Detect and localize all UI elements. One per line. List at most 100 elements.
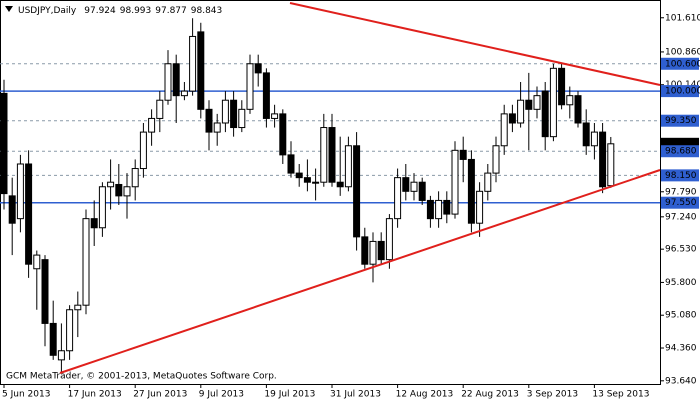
- y-tick-label: 97.240: [665, 212, 697, 222]
- x-tick-label: 3 Sep 2013: [527, 390, 578, 400]
- candle-body: [328, 127, 336, 183]
- candle-body: [566, 95, 574, 106]
- y-tick-label: 100.000: [665, 87, 700, 97]
- candle-body: [377, 240, 385, 261]
- footer: GCM MetaTrader, © 2001-2013, MetaQuotes …: [6, 372, 277, 382]
- x-tick-label: 5 Jun 2013: [2, 390, 50, 400]
- candle-body: [443, 199, 451, 215]
- x-tick-label: 13 Sep 2013: [592, 390, 649, 400]
- candle-body: [599, 131, 607, 188]
- candle-body: [238, 108, 246, 129]
- trendline-lower: [59, 169, 661, 374]
- y-tick-highlight: [661, 145, 699, 158]
- candle-body: [361, 236, 369, 265]
- chart-header: USDJPY,Daily 97.924 98.993 97.877 98.843: [18, 6, 222, 16]
- candle-body: [115, 183, 123, 197]
- y-tick-label: 94.360: [665, 344, 697, 354]
- candle-body: [57, 350, 65, 361]
- y-tick-label: 98.680: [665, 147, 697, 157]
- candle-body: [508, 113, 516, 124]
- candle-body: [205, 108, 213, 133]
- candle-body: [164, 63, 172, 101]
- y-tick-highlight: [661, 196, 699, 209]
- y-tick-label: 101.610: [665, 13, 700, 23]
- x-tick-label: 27 Jun 2013: [133, 390, 187, 400]
- candle-body: [262, 72, 270, 119]
- candle-body: [517, 99, 525, 124]
- candle-body: [385, 218, 393, 261]
- candle-body: [369, 240, 377, 265]
- candle-body: [189, 35, 197, 92]
- candle-body: [246, 63, 254, 110]
- y-tick-label: 93.640: [665, 376, 697, 386]
- candle-body: [180, 90, 188, 97]
- candle-body: [82, 218, 90, 306]
- x-tick-label: 31 Jul 2013: [330, 390, 381, 400]
- candle-body: [336, 181, 344, 188]
- candle-body: [287, 154, 295, 174]
- candle-body: [533, 95, 541, 110]
- x-tick-label: 17 Jun 2013: [68, 390, 122, 400]
- candle-body: [197, 31, 205, 110]
- candle-body: [213, 122, 221, 133]
- x-tick-label: 12 Aug 2013: [396, 390, 454, 400]
- y-tick-label: 99.350: [665, 116, 697, 126]
- candle-body: [459, 149, 467, 160]
- y-tick-label: 97.550: [665, 198, 697, 208]
- candle-body: [221, 99, 229, 124]
- candle-body: [426, 199, 434, 220]
- ohlc-high: 98.993: [120, 6, 152, 16]
- symbol-title: USDJPY,Daily: [18, 6, 77, 16]
- candle-body: [148, 117, 156, 133]
- candle-body: [254, 63, 262, 74]
- candle-body: [484, 172, 492, 192]
- menu-icon: [5, 6, 13, 12]
- y-tick-label: 95.800: [665, 278, 697, 288]
- y-tick-label: 97.790: [665, 187, 697, 197]
- candle-body: [230, 99, 238, 129]
- candle-body: [25, 163, 33, 265]
- candle-body: [123, 186, 131, 197]
- candle-body: [131, 168, 139, 188]
- x-tick-label: 22 Aug 2013: [461, 390, 519, 400]
- candle-body: [303, 177, 311, 183]
- candle-body: [574, 95, 582, 124]
- y-tick-label: 98.843: [665, 139, 697, 149]
- candle-body: [549, 67, 557, 138]
- y-tick-label: 96.530: [665, 245, 697, 255]
- ohlc-close: 98.843: [191, 6, 223, 16]
- candle-body: [410, 181, 418, 192]
- candle-body: [41, 259, 49, 324]
- candle-body: [66, 309, 74, 352]
- candle-body: [500, 113, 508, 147]
- y-axis: 101.610100.860100.600100.140100.00099.35…: [660, 13, 700, 386]
- candle-body: [607, 143, 615, 187]
- candle-body: [590, 131, 598, 147]
- candle-body: [476, 190, 484, 224]
- candle-body: [156, 99, 164, 119]
- candle-body: [8, 195, 16, 224]
- y-tick-highlight: [661, 169, 699, 182]
- candle-body: [320, 127, 328, 183]
- candle-body: [353, 145, 361, 238]
- x-axis: 5 Jun 2013 17 Jun 2013 27 Jun 2013 9 Jul 20…: [2, 384, 649, 400]
- x-tick-label: 9 Jul 2013: [199, 390, 244, 400]
- candle-body: [33, 254, 41, 270]
- candle-body: [402, 177, 410, 192]
- candle-body: [271, 113, 279, 119]
- candle-body: [172, 63, 180, 97]
- candle-body: [107, 181, 115, 188]
- trendline-upper: [289, 2, 661, 86]
- candle-body: [467, 158, 475, 224]
- candles: [0, 18, 615, 374]
- y-tick-highlight: [661, 85, 699, 98]
- candle-body: [312, 181, 320, 184]
- candle-body: [49, 322, 57, 356]
- candle-body: [90, 218, 98, 229]
- candle-body: [558, 67, 566, 106]
- candle-body: [451, 149, 459, 215]
- y-tick-highlight: [661, 114, 699, 127]
- y-tick-label: 100.600: [665, 59, 700, 69]
- x-tick-label: 19 Jul 2013: [264, 390, 315, 400]
